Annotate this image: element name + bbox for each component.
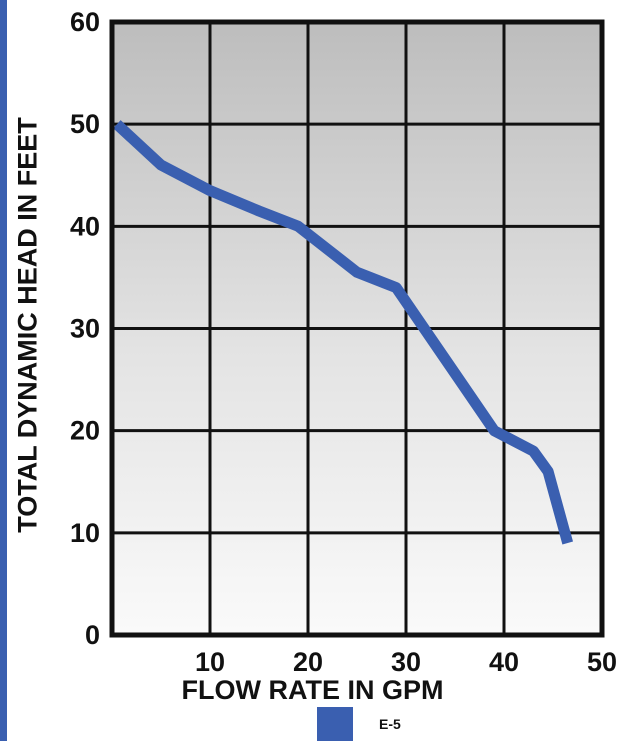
grid-lines xyxy=(112,22,602,635)
y-tick-label-3: 30 xyxy=(70,314,100,344)
y-tick-label-4: 40 xyxy=(70,211,100,241)
y-axis-label: TOTAL DYNAMIC HEAD IN FEET xyxy=(12,117,43,533)
y-tick-label-6: 60 xyxy=(70,7,100,37)
y-tick-label-1: 10 xyxy=(70,518,100,548)
legend: E-5 xyxy=(317,707,401,741)
legend-swatch-e5 xyxy=(317,707,353,741)
x-tick-label-1: 20 xyxy=(293,647,323,677)
x-tick-label-0: 10 xyxy=(195,647,225,677)
y-tick-label-0: 0 xyxy=(85,620,100,650)
y-tick-label-2: 20 xyxy=(70,416,100,446)
x-tick-label-3: 40 xyxy=(489,647,519,677)
left-border-stripe xyxy=(0,0,7,741)
series-layer xyxy=(113,120,574,545)
x-tick-label-2: 30 xyxy=(391,647,421,677)
x-axis-label: FLOW RATE IN GPM xyxy=(181,675,444,705)
series-line-0 xyxy=(113,120,574,545)
plot-frame xyxy=(109,19,605,638)
legend-label-e5: E-5 xyxy=(379,716,401,732)
tick-labels: 10 20 30 40 50 0 10 20 30 40 50 60 xyxy=(70,7,617,677)
y-tick-label-5: 50 xyxy=(70,109,100,139)
x-tick-label-4: 50 xyxy=(587,647,617,677)
